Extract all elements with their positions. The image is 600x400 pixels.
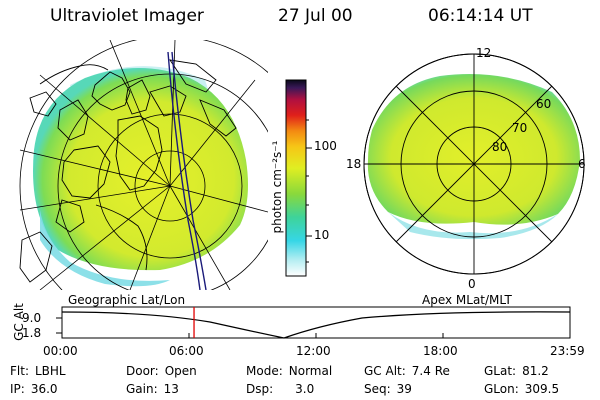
mlt-label-0: 0 <box>468 277 476 291</box>
footprint-track <box>167 51 207 290</box>
coastline-outlines <box>19 59 237 283</box>
time-tick-0000: 00:00 <box>43 344 78 358</box>
aurora-emission <box>33 68 248 271</box>
color-bar <box>285 79 312 277</box>
time-tick-1200: 12:00 <box>296 344 331 358</box>
info-glon: GLon: 309.5 <box>484 382 560 396</box>
colorbar-tick-10: 10 <box>314 228 330 242</box>
time-tick-2359: 23:59 <box>550 344 585 358</box>
image-date: 27 Jul 00 <box>278 6 353 26</box>
mlat-label-80: 80 <box>492 140 508 154</box>
time-tick-1800: 18:00 <box>423 344 458 358</box>
info-mode: Mode: Normal <box>246 364 333 378</box>
colorbar-tick-100: 100 <box>314 139 337 153</box>
gc-alt-tick-low: 1.8 <box>22 326 42 340</box>
geographic-image <box>18 40 268 290</box>
info-flt: Flt: LBHL <box>10 364 66 378</box>
info-ip: IP: 36.0 <box>10 382 58 396</box>
info-gain: Gain: 13 <box>126 382 179 396</box>
info-glat: GLat: 81.2 <box>484 364 549 378</box>
polar-grid <box>363 53 585 275</box>
info-gc-alt: GC Alt: 7.4 Re <box>364 364 450 378</box>
time-tick-0600: 06:00 <box>169 344 204 358</box>
gc-alt-tick-high: 9.0 <box>22 311 42 325</box>
info-door: Door: Open <box>126 364 197 378</box>
mlat-label-70: 70 <box>512 121 528 135</box>
altitude-strip <box>56 306 571 339</box>
colorbar-unit-label: photon cm⁻²s⁻¹ <box>270 140 284 234</box>
altitude-curve <box>61 311 571 339</box>
mlat-label-60: 60 <box>536 97 552 111</box>
mlt-label-12: 12 <box>476 46 492 60</box>
image-time: 06:14:14 UT <box>428 6 533 26</box>
polar-mlt-plot <box>363 53 585 275</box>
geographic-latlon-label: Geographic Lat/Lon <box>68 293 186 307</box>
geographic-grid <box>19 40 268 290</box>
image-title: Ultraviolet Imager <box>50 6 204 26</box>
mlt-label-18: 18 <box>346 157 362 171</box>
apex-mlat-mlt-label: Apex MLat/MLT <box>422 293 512 307</box>
mlt-label-6: 6 <box>578 157 586 171</box>
info-seq: Seq: 39 <box>364 382 412 396</box>
info-dsp: Dsp: 3.0 <box>246 382 315 396</box>
